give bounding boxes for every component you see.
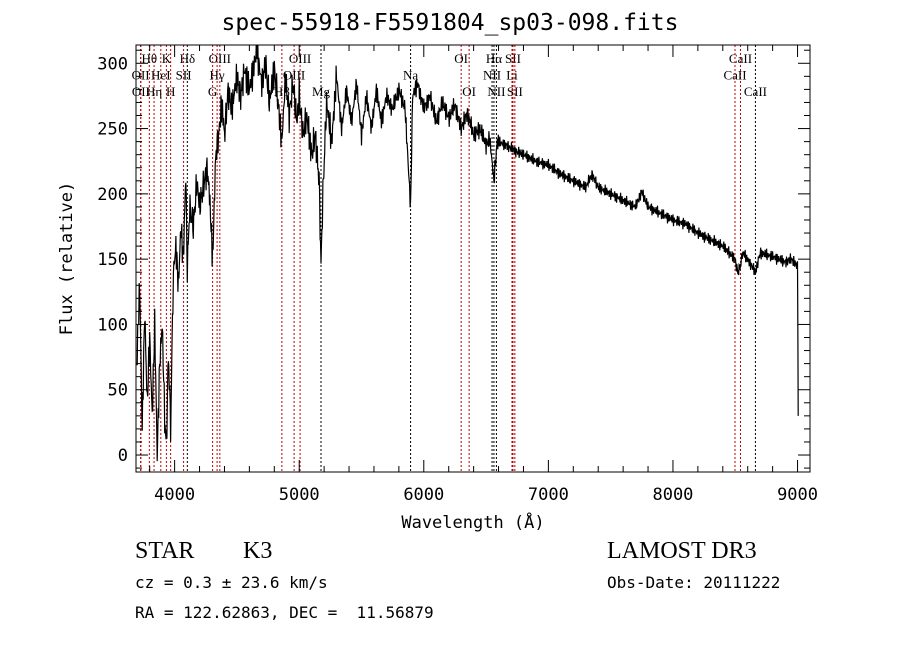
spectrum-line (136, 45, 799, 462)
x-tick-label: 8000 (652, 485, 693, 505)
y-tick-label: 100 (97, 315, 128, 335)
redshift-cz: cz = 0.3 ± 23.6 km/s (135, 573, 328, 592)
spectral-line-label: HeI (151, 68, 171, 83)
spectral-line-label: NII (487, 84, 505, 99)
spectral-line-label: OIII (209, 51, 231, 66)
x-tick-label: 5000 (279, 485, 320, 505)
spectral-line-label: SII (505, 51, 521, 66)
x-tick-label: 7000 (528, 485, 569, 505)
y-axis-label: Flux (relative) (57, 182, 77, 336)
obs-date: Obs-Date: 20111222 (607, 573, 781, 592)
ra-dec: RA = 122.62863, DEC = 11.56879 (135, 603, 434, 622)
survey-name: LAMOST DR3 (607, 538, 757, 564)
spectral-line-label: Hγ (210, 68, 225, 83)
spectral-line-label: K (162, 51, 172, 66)
y-tick-label: 250 (97, 120, 128, 140)
y-tick-label: 200 (97, 185, 128, 205)
y-tick-label: 50 (108, 381, 128, 401)
spectral-line-label: Hα (486, 51, 502, 66)
spectral-line-label: G (208, 84, 217, 99)
spectral-line-label: CaII (729, 51, 752, 66)
object-type: STAR (135, 538, 195, 564)
spectral-line-label: Hθ (142, 51, 158, 66)
spectral-line-label: Na (403, 68, 418, 83)
y-tick-label: 300 (97, 54, 128, 74)
x-axis-label: Wavelength (Å) (401, 511, 544, 533)
spectral-line-label: Mg (312, 84, 331, 99)
x-tick-label: 4000 (154, 485, 195, 505)
spectral-line-label: Li (506, 68, 518, 83)
spectral-line-label: SII (176, 68, 192, 83)
chart-title: spec-55918-F5591804_sp03-098.fits (221, 10, 679, 36)
y-tick-label: 0 (118, 446, 128, 466)
y-tick-label: 150 (97, 250, 128, 270)
spectral-line-label: SII (507, 84, 523, 99)
spectral-line-label: H (166, 84, 175, 99)
spectral-line-label: OIII (289, 51, 311, 66)
subclass: K3 (243, 538, 273, 564)
spectral-line-label: OI (462, 84, 476, 99)
spectral-line-label: OI (454, 51, 468, 66)
plot-frame (135, 44, 811, 473)
spectral-line-label: CaII (744, 84, 767, 99)
spectral-line-label: CaII (723, 68, 746, 83)
spectral-line-label: NII (483, 68, 501, 83)
x-tick-label: 9000 (777, 485, 818, 505)
spectral-line-label: Hη (146, 84, 162, 99)
x-tick-label: 6000 (403, 485, 444, 505)
spectral-line-label: Hδ (180, 51, 196, 66)
